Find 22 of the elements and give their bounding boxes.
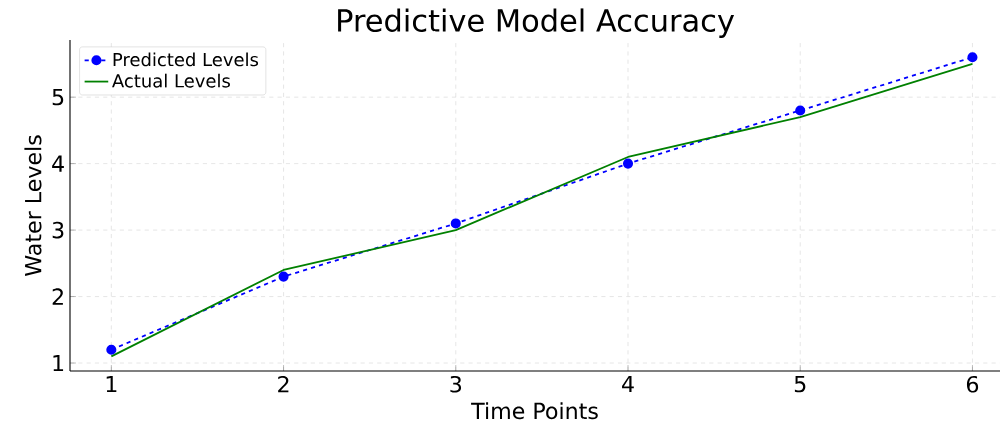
y-tick-label: 2 [52,288,63,305]
x-tick-label: 5 [794,375,806,393]
point [622,158,634,169]
x-tick-label: 3 [450,375,462,393]
x-tick-label: 4 [622,375,634,393]
chart-title: Predictive Model Accuracy [338,8,735,38]
y-tick-label: 3 [52,221,64,239]
y-tick-label: 5 [52,88,64,106]
x-tick-label: 1 [106,375,117,393]
point [450,218,461,229]
legend-label: Actual Levels [112,73,230,88]
point [106,344,117,355]
x-tick-label: 2 [278,375,289,393]
y-axis-title: Water Levels [24,135,42,276]
x-axis-title: Time Points [471,402,598,420]
point [278,271,289,282]
point [795,105,806,116]
y-tick-label: 4 [52,155,64,172]
y-tick-label: 1 [53,354,64,372]
legend-label: Predicted Levels [113,52,259,67]
x-tick-label: 6 [966,375,979,393]
point [967,52,978,63]
